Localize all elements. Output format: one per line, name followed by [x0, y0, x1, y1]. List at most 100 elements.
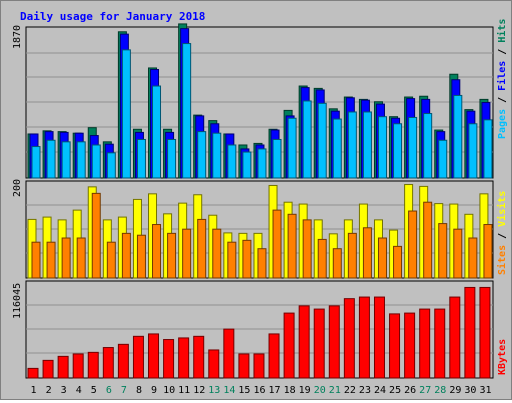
pages-bar: [438, 139, 448, 179]
day-label: 15: [238, 385, 250, 396]
kbytes-bar: [268, 333, 280, 379]
sites-bar: [197, 218, 207, 279]
pages-bar: [91, 144, 101, 179]
day-label: 18: [284, 385, 296, 396]
day-label: 23: [359, 385, 371, 396]
kbytes-bar: [389, 313, 401, 379]
day-label: 3: [61, 385, 67, 396]
sites-bar: [302, 219, 312, 279]
pages-bar: [136, 138, 146, 179]
day-label: 24: [374, 385, 386, 396]
pages-bar: [106, 152, 116, 179]
pages-bar: [182, 43, 192, 179]
pages-bar: [167, 138, 177, 179]
kbytes-bar: [298, 305, 310, 379]
sites-bar: [332, 248, 342, 279]
legend-separator: /: [497, 43, 508, 61]
sites-bar: [377, 237, 387, 279]
kbytes-bar: [343, 298, 355, 379]
sites-bar: [121, 232, 131, 279]
kbytes-bar: [238, 353, 250, 379]
legend-kbytes: KBytes: [497, 339, 508, 375]
legend-sites: Sites: [496, 245, 508, 275]
kbytes-bar: [328, 305, 340, 379]
kbytes-bar: [404, 312, 416, 379]
sites-bar: [393, 245, 403, 279]
pages-bar: [31, 146, 41, 179]
legend-separator: /: [497, 91, 508, 109]
kbytes-bar: [72, 353, 84, 379]
sites-bar: [257, 248, 267, 279]
sites-bar: [347, 232, 357, 279]
pages-bar: [61, 141, 71, 179]
day-label: 17: [269, 385, 281, 396]
kbytes-bar: [193, 335, 205, 379]
sites-bar: [272, 209, 282, 279]
day-label: 26: [404, 385, 416, 396]
day-label: 13: [208, 385, 220, 396]
pages-bar: [408, 116, 418, 179]
pages-bar: [257, 148, 267, 179]
day-label: 25: [389, 385, 401, 396]
legend-visits: Visits: [496, 191, 508, 227]
legend-pages: Pages: [497, 109, 508, 139]
pages-bar: [468, 123, 478, 179]
kbytes-bar: [419, 308, 431, 379]
kbytes-bar: [178, 337, 190, 379]
sites-bar: [152, 224, 162, 279]
day-label: 7: [121, 385, 127, 396]
kbytes-bar: [42, 359, 54, 379]
kbytes-bar: [358, 296, 370, 379]
pages-bar: [393, 123, 403, 179]
kbytes-bar: [102, 347, 114, 379]
kbytes-bar: [253, 353, 265, 379]
sites-bar: [182, 228, 192, 279]
day-label: 27: [419, 385, 431, 396]
pages-bar: [317, 102, 327, 179]
day-label: 1: [31, 385, 37, 396]
panel-2-max-label: 200: [12, 179, 23, 197]
day-label: 11: [178, 385, 190, 396]
sites-bar: [227, 241, 237, 279]
kbytes-bar: [208, 349, 220, 379]
sites-bar: [76, 237, 86, 279]
pages-bar: [227, 144, 237, 179]
day-label: 8: [136, 385, 142, 396]
day-label: 31: [479, 385, 491, 396]
pages-bar: [423, 113, 433, 179]
sites-bar: [242, 239, 252, 279]
sites-bar: [438, 223, 448, 279]
day-label: 20: [314, 385, 326, 396]
sites-bar: [287, 213, 297, 279]
kbytes-bar: [434, 308, 446, 379]
day-label: 19: [299, 385, 311, 396]
sites-bar: [483, 224, 493, 279]
day-label: 12: [193, 385, 205, 396]
pages-bar: [302, 100, 312, 179]
panel-2-series-label: Sites / Visits: [496, 191, 508, 275]
kbytes-bar: [132, 335, 144, 379]
chart-title: Daily usage for January 2018: [20, 10, 205, 23]
day-label: 10: [163, 385, 175, 396]
legend-files: Files: [496, 61, 508, 91]
sites-bar: [91, 192, 101, 279]
kbytes-bar: [87, 351, 99, 379]
legend-hits: Hits: [496, 19, 508, 43]
pages-bar: [377, 116, 387, 179]
day-label: 28: [434, 385, 446, 396]
pages-bar: [121, 49, 131, 179]
day-label: 2: [46, 385, 52, 396]
day-label: 6: [106, 385, 112, 396]
kbytes-bar: [479, 286, 491, 379]
sites-bar: [408, 210, 418, 279]
pages-bar: [212, 132, 222, 179]
pages-bar: [287, 117, 297, 179]
day-label: 14: [223, 385, 235, 396]
sites-bar: [317, 238, 327, 279]
sites-bar: [468, 237, 478, 279]
pages-bar: [332, 118, 342, 179]
pages-bar: [76, 141, 86, 179]
kbytes-bar: [223, 328, 235, 379]
day-label: 30: [464, 385, 476, 396]
sites-bar: [453, 228, 463, 279]
